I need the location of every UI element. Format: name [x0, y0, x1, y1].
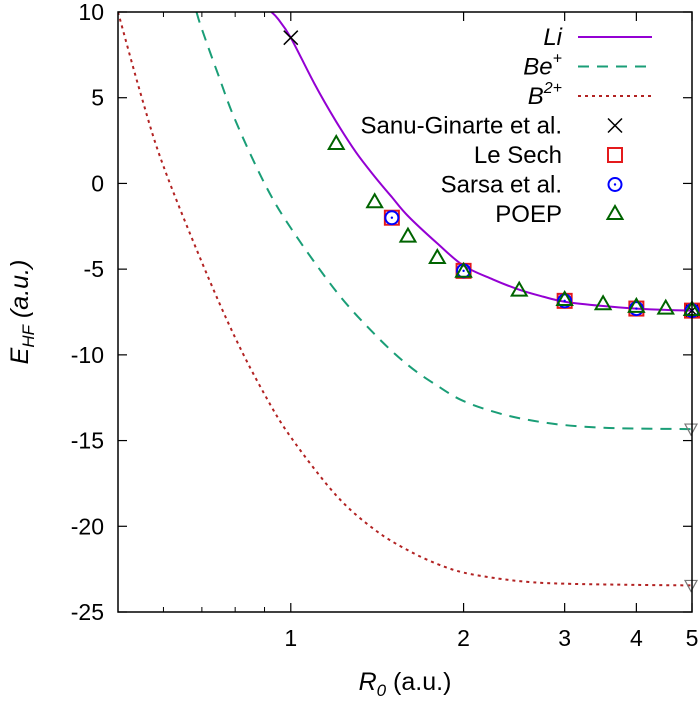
data-point-marker	[683, 579, 699, 593]
legend-sample-poep	[605, 203, 625, 220]
x-axis-label-sub: 0	[377, 681, 387, 700]
y-tick-label: -15	[71, 428, 104, 454]
data-point-sarsa-et-al	[557, 293, 573, 309]
x-tick-label: 2	[457, 625, 470, 651]
legend-label-sanu-ginarte-et-al: Sanu-Ginarte et al.	[361, 113, 562, 140]
y-tick-label: -25	[71, 599, 104, 625]
data-point-poep	[656, 298, 675, 315]
y-tick-label: 5	[91, 85, 104, 111]
data-point-sanu-ginarte-et-al	[283, 30, 299, 46]
y-tick-label: 0	[91, 170, 104, 196]
series-line-li	[270, 12, 692, 312]
data-point-marker	[683, 423, 699, 437]
legend-label-sarsa-et-al: Sarsa et al.	[441, 172, 562, 199]
data-point-poep	[509, 280, 529, 297]
data-point-poep	[428, 247, 447, 264]
y-tick-label: 10	[78, 0, 104, 25]
data-point-sarsa-et-al	[384, 210, 400, 226]
legend-sample-le-sech	[607, 147, 623, 163]
legend-sample-sarsa-et-al	[607, 177, 623, 192]
legend-label-b2: B2+	[528, 80, 562, 110]
x-tick-label: 5	[686, 625, 699, 651]
data-point-poep	[454, 261, 473, 278]
x-axis-label: R0 (a.u.)	[359, 668, 452, 700]
y-axis-label-sub: HF	[19, 323, 38, 347]
y-axis-label: EHF (a.u.)	[6, 260, 38, 365]
legend-label-be: Be+	[523, 51, 562, 81]
x-tick-label: 3	[558, 625, 571, 651]
data-point-poep	[398, 226, 418, 243]
y-tick-label: -5	[84, 256, 104, 282]
x-axis-label-unit: (a.u.)	[386, 668, 451, 696]
plot-frame	[117, 11, 693, 613]
y-tick-label: -20	[71, 513, 104, 539]
data-point-poep	[627, 296, 646, 313]
y-axis-label-main: E	[6, 347, 34, 364]
legend-label-li: Li	[543, 24, 562, 51]
data-point-poep	[365, 192, 384, 209]
legend-sample-sanu-ginarte-et-al	[607, 117, 623, 134]
x-tick-label: 1	[284, 625, 297, 651]
data-point-poep	[327, 133, 346, 150]
data-point-poep	[555, 289, 574, 306]
legend-label-le-sech: Le Sech	[474, 142, 562, 169]
data-point-poep	[593, 294, 613, 311]
y-axis-label-unit: (a.u.)	[6, 260, 34, 325]
x-axis-label-main: R	[359, 668, 377, 696]
series-line-be	[195, 12, 692, 431]
series-line-b2	[118, 12, 692, 587]
y-tick-label: -10	[71, 342, 104, 368]
series-layer	[118, 12, 692, 587]
x-tick-label: 4	[630, 625, 643, 651]
legend-label-poep: POEP	[495, 201, 562, 228]
ticks-layer: 10 5 0 -5 -10 -15 -20 -25 1 2 3 4 5	[71, 0, 699, 651]
